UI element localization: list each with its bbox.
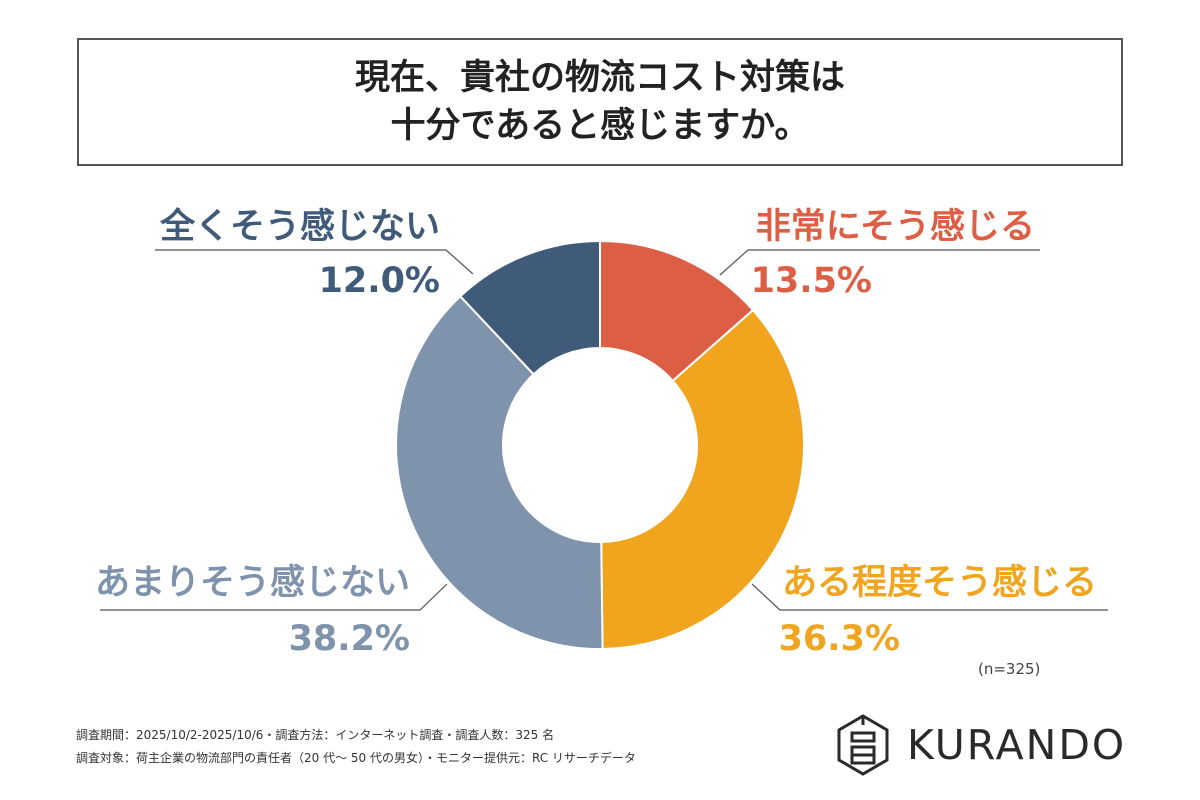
category-label-3: あまりそう感じない bbox=[95, 563, 410, 603]
storehouse-icon bbox=[837, 714, 889, 776]
donut-slice-4 bbox=[458, 239, 601, 376]
leader-line-2 bbox=[751, 583, 1108, 611]
leader-line-1 bbox=[719, 249, 1040, 276]
chart-title-line-1: 現在、貴社の物流コスト対策は bbox=[354, 58, 845, 98]
category-label-4: 全くそう感じない bbox=[159, 206, 440, 247]
chart-title-line-2: 十分であると感じますか。 bbox=[390, 106, 810, 146]
survey-footnote-1: 調査期間：2025/10/2-2025/10/6・調査方法：インターネット調査・… bbox=[76, 728, 555, 742]
leader-line-4 bbox=[155, 249, 474, 275]
value-label-3: 38.2% bbox=[289, 619, 410, 659]
value-label-4: 12.0% bbox=[319, 261, 440, 301]
leader-line-3 bbox=[100, 583, 448, 611]
donut-slice-3 bbox=[395, 294, 604, 650]
sample-size-label: (n=325) bbox=[978, 660, 1041, 678]
value-label-2: 36.3% bbox=[779, 619, 900, 659]
survey-footnote-2: 調査対象：荷主企業の物流部門の責任者（20 代～ 50 代の男女）・モニター提供… bbox=[76, 751, 636, 765]
donut-slice-2 bbox=[600, 308, 805, 650]
kurando-logo: KURANDO bbox=[835, 713, 1126, 777]
logo-text: KURANDO bbox=[907, 721, 1127, 769]
value-label-1: 13.5% bbox=[751, 261, 872, 301]
title-box: 現在、貴社の物流コスト対策は 十分であると感じますか。 bbox=[77, 38, 1123, 166]
category-label-2: ある程度そう感じる bbox=[782, 563, 1097, 603]
category-label-1: 非常にそう感じる bbox=[756, 207, 1035, 247]
